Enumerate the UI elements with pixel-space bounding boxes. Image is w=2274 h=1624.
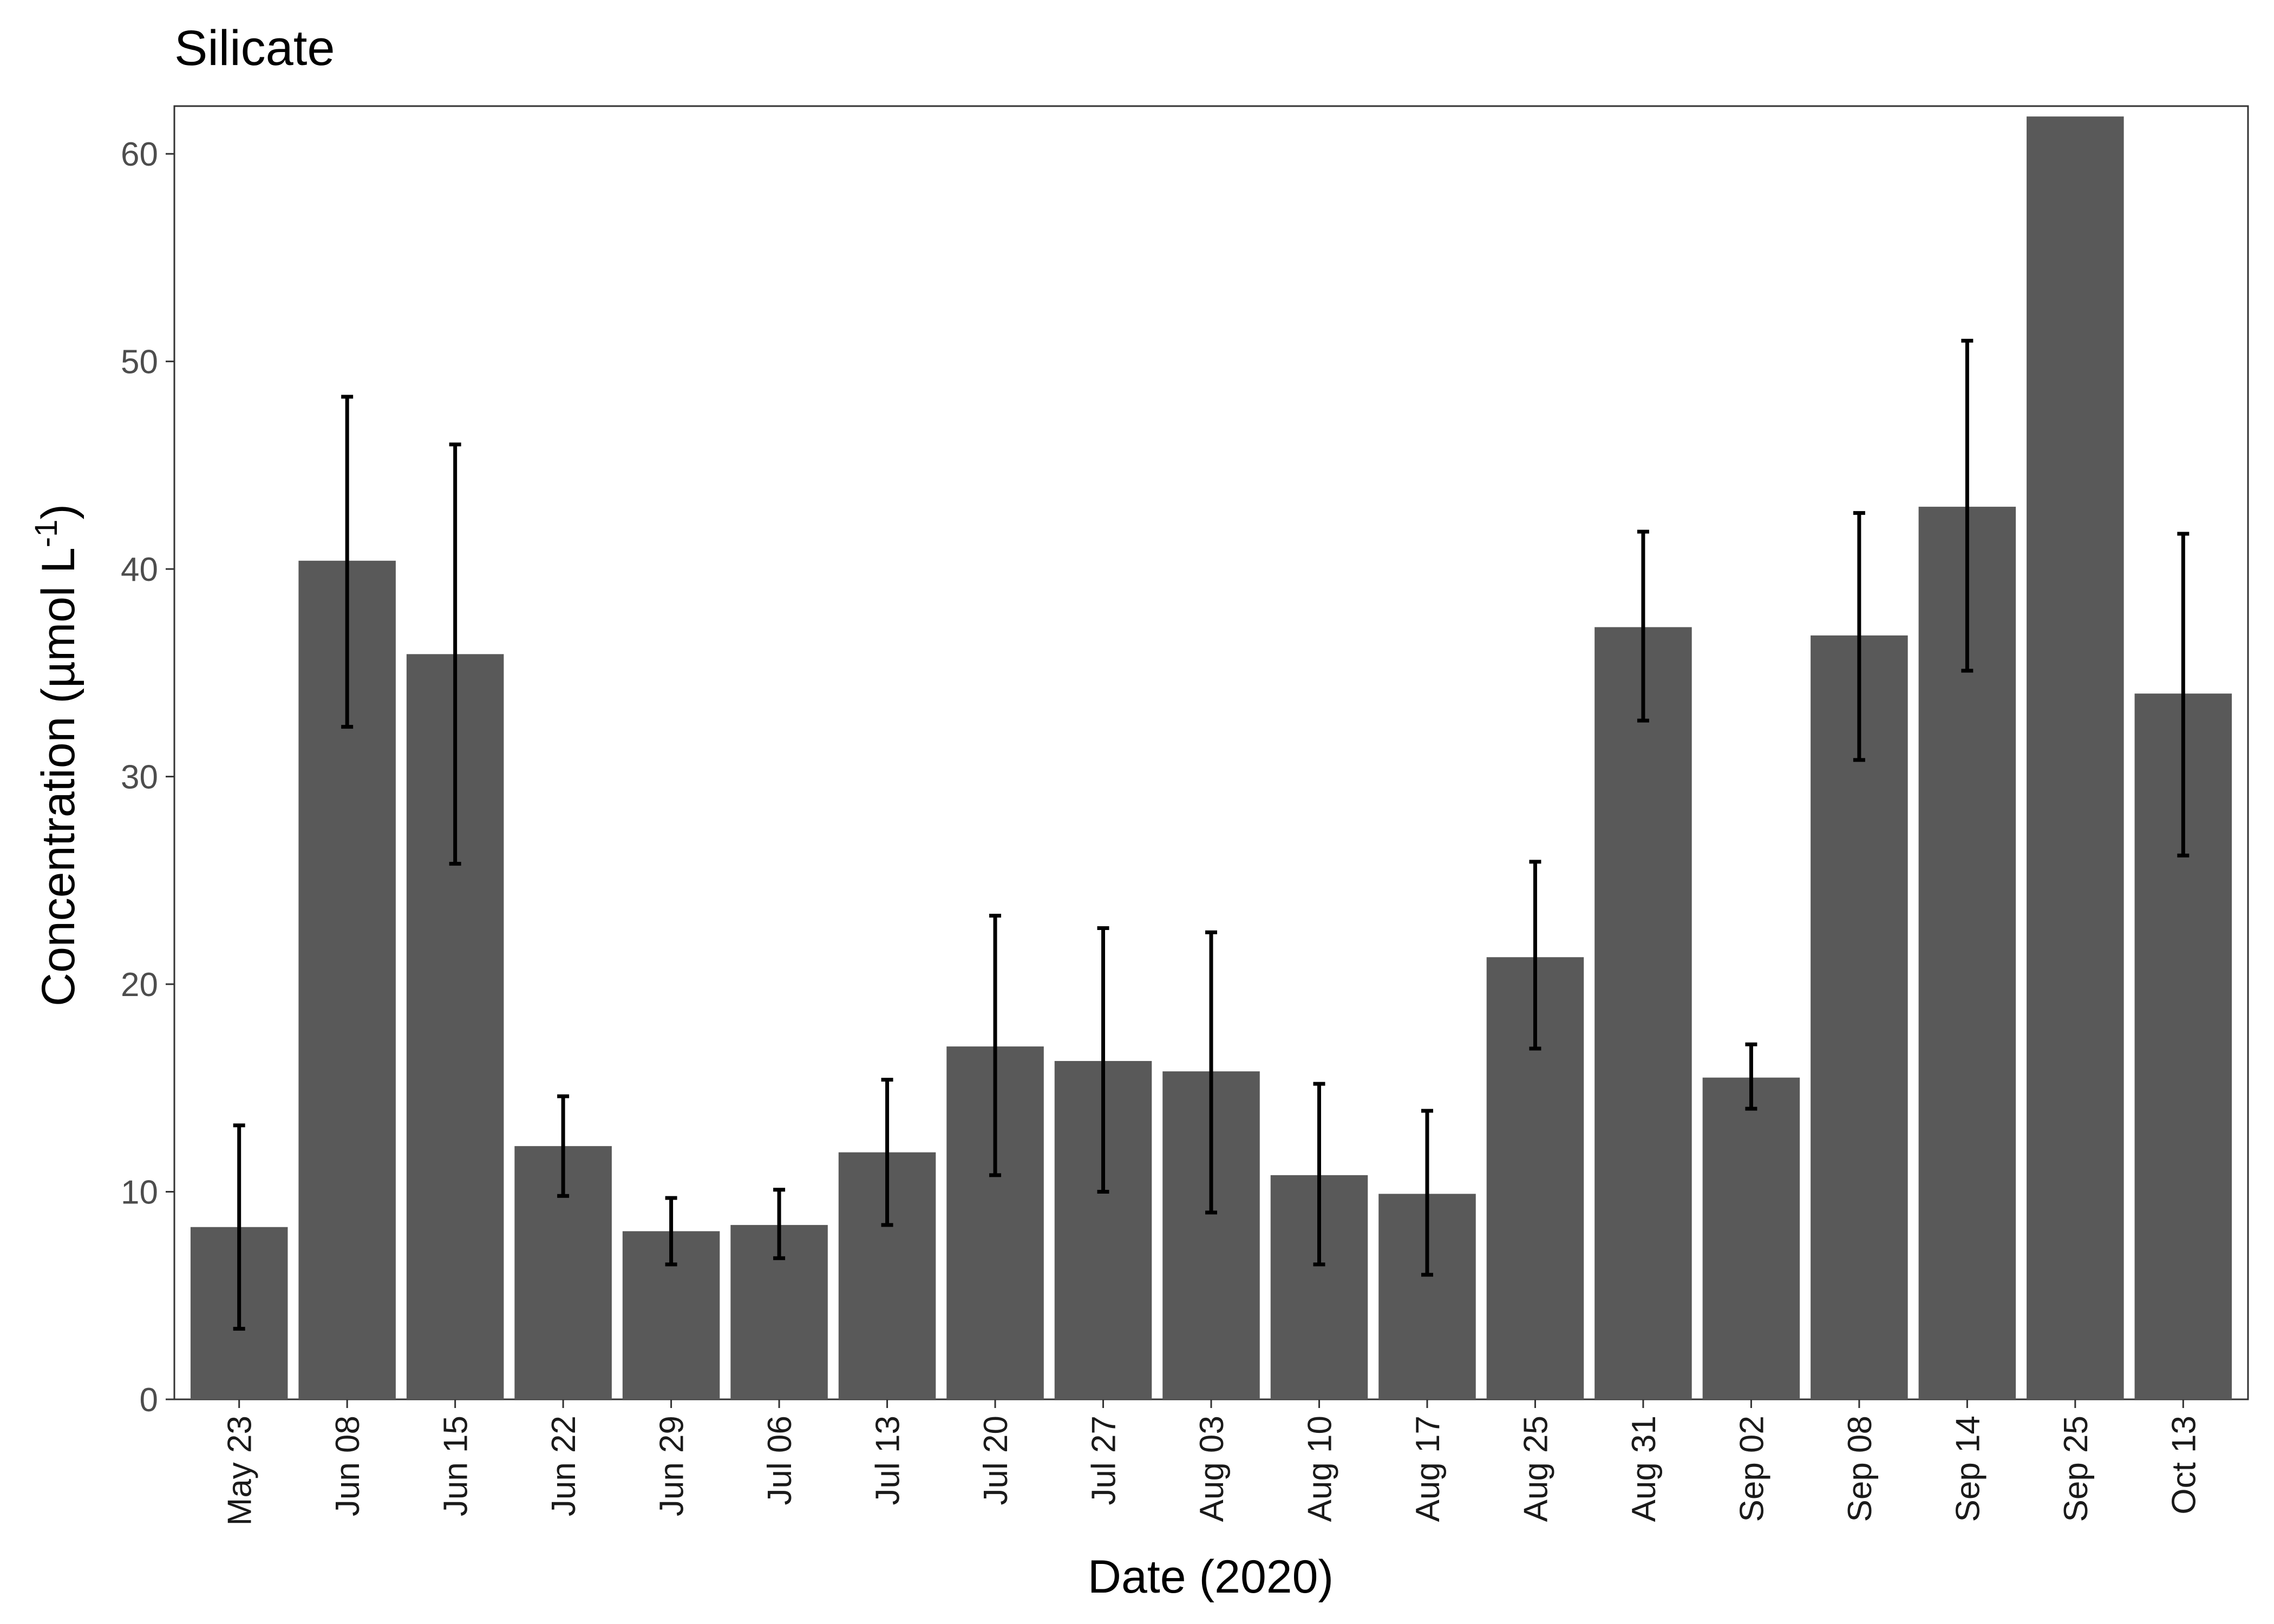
x-tick-label: Aug 10: [1301, 1416, 1338, 1522]
x-tick-label: Sep 08: [1841, 1416, 1879, 1522]
x-tick-label: Sep 25: [2057, 1416, 2095, 1522]
y-tick-label: 10: [121, 1174, 158, 1212]
error-bar-jul-20: [989, 914, 1002, 1177]
error-bar-jul-13: [881, 1077, 893, 1227]
chart-title: Silicate: [174, 21, 335, 76]
bar-sep-02: [1702, 1077, 1800, 1399]
error-bar-sep-02: [1745, 1042, 1757, 1111]
x-tick-label: Aug 31: [1625, 1416, 1663, 1522]
x-tick-label: Jul 20: [977, 1416, 1015, 1505]
error-bar-jul-06: [773, 1188, 786, 1260]
error-bar-oct-13: [2177, 532, 2190, 857]
x-tick-label: Oct 13: [2165, 1416, 2203, 1515]
y-tick-label: 0: [140, 1381, 158, 1419]
error-bars-layer: [233, 338, 2190, 1331]
bars-layer: [190, 116, 2232, 1400]
error-bar-aug-31: [1637, 529, 1649, 723]
x-tick-label: Aug 17: [1409, 1416, 1447, 1522]
error-bar-aug-10: [1313, 1082, 1325, 1267]
x-axis-title: Date (2020): [1088, 1551, 1334, 1603]
error-bar-jun-22: [557, 1094, 570, 1198]
x-tick-label: Aug 25: [1517, 1416, 1554, 1522]
error-bar-sep-08: [1853, 511, 1865, 762]
error-bar-jun-29: [665, 1196, 677, 1267]
y-tick-label: 20: [121, 966, 158, 1004]
y-tick-label: 50: [121, 344, 158, 381]
error-bar-sep-14: [1961, 338, 1974, 673]
x-tick-label: Aug 03: [1193, 1416, 1231, 1522]
y-axis-title-superscript: -1: [29, 520, 64, 548]
x-tick-label: Sep 02: [1733, 1416, 1770, 1522]
error-bar-jun-08: [341, 395, 354, 729]
x-tick-label: Sep 14: [1949, 1416, 1987, 1522]
error-bar-jul-27: [1097, 926, 1109, 1194]
y-axis-title-close: ): [32, 504, 84, 520]
y-tick-label: 30: [121, 759, 158, 796]
x-tick-label: Jun 15: [437, 1416, 475, 1516]
y-axis: 0 10 20 30 40 50 60: [121, 136, 174, 1419]
x-tick-label: Jul 06: [761, 1416, 799, 1505]
bar-sep-08: [1811, 635, 1908, 1399]
bar-sep-25: [2027, 116, 2124, 1400]
error-bar-may-23: [233, 1123, 245, 1331]
x-tick-label: Jul 27: [1086, 1416, 1123, 1505]
y-tick-label: 60: [121, 136, 158, 173]
y-axis-title: Concentration (µmol L-1): [29, 504, 84, 1006]
error-bar-aug-17: [1421, 1109, 1433, 1277]
y-tick-label: 40: [121, 551, 158, 588]
y-axis-title-main: Concentration (µmol L: [32, 547, 84, 1006]
error-bar-aug-03: [1205, 930, 1217, 1215]
x-tick-label: Jul 13: [870, 1416, 907, 1505]
error-bar-jun-15: [449, 442, 461, 866]
x-tick-label: Jun 22: [545, 1416, 583, 1516]
x-tick-label: Jun 08: [329, 1416, 367, 1516]
error-bar-aug-25: [1529, 860, 1541, 1051]
bar-aug-31: [1595, 627, 1692, 1399]
x-tick-label: May 23: [221, 1416, 259, 1525]
x-tick-label: Jun 29: [654, 1416, 691, 1516]
x-axis: May 23 Jun 08 Jun 15 Jun 22 Jun 29 Jul 06 Jul …: [221, 1399, 2203, 1525]
